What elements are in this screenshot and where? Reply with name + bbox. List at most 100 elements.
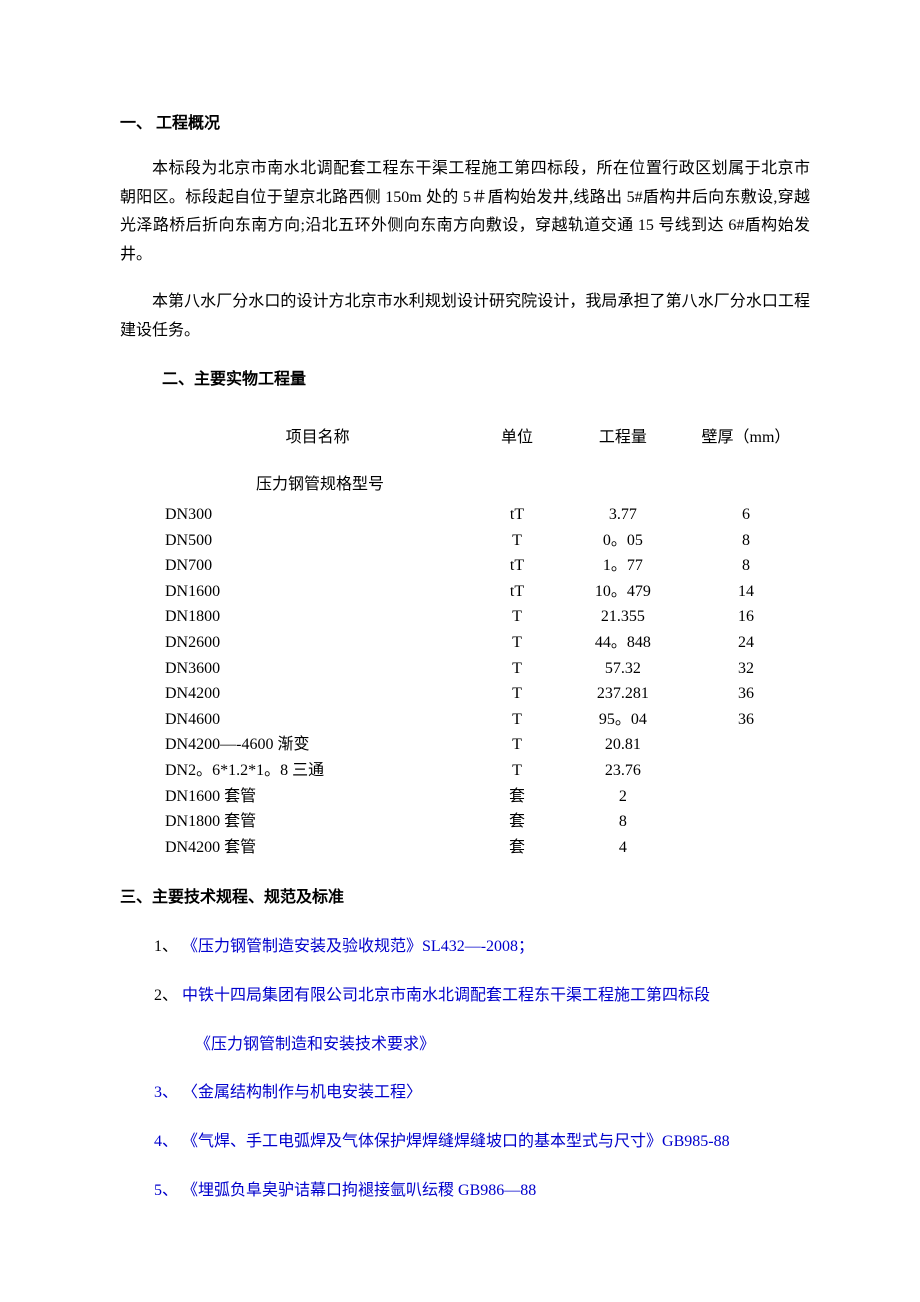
item-text: 《埋弧负阜㚖驴诘幕口拘褪接氩叭纭稷 GB986—88 bbox=[182, 1182, 536, 1199]
cell-wall: 16 bbox=[682, 604, 810, 630]
cell-unit: T bbox=[470, 604, 564, 630]
cell-name: DN4600 bbox=[165, 707, 470, 733]
standards-list: 1、 《压力钢管制造安装及验收规范》SL432—-2008； 2、 中铁十四局集团… bbox=[120, 933, 810, 1206]
table-row: DN500T0。058 bbox=[165, 528, 810, 554]
cell-name: DN300 bbox=[165, 502, 470, 528]
standards-item: 1、 《压力钢管制造安装及验收规范》SL432—-2008； bbox=[120, 933, 810, 962]
cell-name: DN2。6*1.2*1。8 三通 bbox=[165, 758, 470, 784]
col-header-qty: 工程量 bbox=[564, 424, 682, 453]
table-row: DN2600T44。84824 bbox=[165, 630, 810, 656]
cell-wall: 8 bbox=[682, 553, 810, 579]
cell-unit: T bbox=[470, 528, 564, 554]
table-header-row: 项目名称 单位 工程量 壁厚（mm） bbox=[165, 424, 810, 453]
item-title: 《压力钢管制造安装及验收规范》 bbox=[182, 938, 422, 955]
section-3-heading: 三、主要技术规程、规范及标准 bbox=[120, 884, 810, 913]
cell-qty: 23.76 bbox=[564, 758, 682, 784]
table-row: DN4200T237.28136 bbox=[165, 681, 810, 707]
item-number: 2、 bbox=[154, 987, 182, 1004]
col-header-name: 项目名称 bbox=[165, 424, 470, 453]
cell-unit: 套 bbox=[470, 784, 564, 810]
table-row: DN1600 套管套2 bbox=[165, 784, 810, 810]
standards-item-cont: 《压力钢管制造和安装技术要求》 bbox=[120, 1031, 810, 1060]
cell-unit: T bbox=[470, 707, 564, 733]
cell-wall: 14 bbox=[682, 579, 810, 605]
cell-name: DN4200—-4600 渐变 bbox=[165, 732, 470, 758]
cell-wall: 8 bbox=[682, 528, 810, 554]
cell-qty: 3.77 bbox=[564, 502, 682, 528]
cell-qty: 237.281 bbox=[564, 681, 682, 707]
cell-unit: T bbox=[470, 630, 564, 656]
cell-name: DN2600 bbox=[165, 630, 470, 656]
cell-name: DN700 bbox=[165, 553, 470, 579]
item-code: SL432—-2008； bbox=[422, 938, 534, 955]
cell-wall bbox=[682, 784, 810, 810]
table-row: DN3600T57.3232 bbox=[165, 656, 810, 682]
cell-name: DN1600 bbox=[165, 579, 470, 605]
table-row: DN4200—-4600 渐变T20.81 bbox=[165, 732, 810, 758]
cell-name: DN4200 套管 bbox=[165, 835, 470, 861]
item-number: 4、 bbox=[154, 1133, 182, 1150]
col-header-wall: 壁厚（mm） bbox=[682, 424, 810, 453]
item-text-line1: 中铁十四局集团有限公司北京市南水北调配套工程东干渠工程施工第四标段 bbox=[182, 987, 710, 1004]
standards-item: 4、 《气焊、手工电弧焊及气体保护焊焊缝焊缝坡口的基本型式与尺寸》GB985-8… bbox=[120, 1128, 810, 1157]
quantities-table: 项目名称 单位 工程量 壁厚（mm） 压力钢管规格型号 DN300tT3.776… bbox=[120, 424, 810, 860]
standards-item: 2、 中铁十四局集团有限公司北京市南水北调配套工程东干渠工程施工第四标段 bbox=[120, 982, 810, 1011]
cell-unit: T bbox=[470, 732, 564, 758]
item-number: 1、 bbox=[154, 938, 182, 955]
table-row: DN2。6*1.2*1。8 三通T23.76 bbox=[165, 758, 810, 784]
cell-wall: 36 bbox=[682, 681, 810, 707]
cell-qty: 21.355 bbox=[564, 604, 682, 630]
table-subheader: 压力钢管规格型号 bbox=[165, 471, 475, 500]
section-1-para-2: 本第八水厂分水口的设计方北京市水利规划设计研究院设计，我局承担了第八水厂分水口工… bbox=[120, 288, 810, 346]
section-1-para-1: 本标段为北京市南水北调配套工程东干渠工程施工第四标段，所在位置行政区划属于北京市… bbox=[120, 155, 810, 270]
cell-wall: 6 bbox=[682, 502, 810, 528]
cell-qty: 1。77 bbox=[564, 553, 682, 579]
table-body: DN300tT3.776DN500T0。058DN700tT1。778DN160… bbox=[165, 502, 810, 860]
cell-qty: 0。05 bbox=[564, 528, 682, 554]
col-header-unit: 单位 bbox=[470, 424, 564, 453]
table-row: DN4200 套管套4 bbox=[165, 835, 810, 861]
table-row: DN1800T21.35516 bbox=[165, 604, 810, 630]
cell-name: DN1800 bbox=[165, 604, 470, 630]
cell-qty: 2 bbox=[564, 784, 682, 810]
section-2-heading: 二、主要实物工程量 bbox=[120, 366, 810, 395]
cell-unit: T bbox=[470, 656, 564, 682]
cell-qty: 8 bbox=[564, 809, 682, 835]
cell-unit: 套 bbox=[470, 835, 564, 861]
item-text-line2: 《压力钢管制造和安装技术要求》 bbox=[195, 1036, 435, 1053]
cell-qty: 4 bbox=[564, 835, 682, 861]
section-1-heading: 一、 工程概况 bbox=[120, 110, 810, 139]
cell-wall: 32 bbox=[682, 656, 810, 682]
cell-qty: 57.32 bbox=[564, 656, 682, 682]
cell-unit: T bbox=[470, 758, 564, 784]
cell-unit: tT bbox=[470, 553, 564, 579]
table-row: DN700tT1。778 bbox=[165, 553, 810, 579]
item-number: 3、 bbox=[154, 1084, 182, 1101]
cell-unit: tT bbox=[470, 579, 564, 605]
cell-wall: 24 bbox=[682, 630, 810, 656]
cell-qty: 95。04 bbox=[564, 707, 682, 733]
table-row: DN1800 套管套8 bbox=[165, 809, 810, 835]
item-text: 〈金属结构制作与机电安装工程〉 bbox=[182, 1084, 422, 1101]
table-row: DN300tT3.776 bbox=[165, 502, 810, 528]
cell-name: DN4200 bbox=[165, 681, 470, 707]
cell-qty: 20.81 bbox=[564, 732, 682, 758]
cell-wall: 36 bbox=[682, 707, 810, 733]
cell-wall bbox=[682, 758, 810, 784]
cell-unit: T bbox=[470, 681, 564, 707]
table-row: DN4600T95。0436 bbox=[165, 707, 810, 733]
table-row: DN1600tT10。47914 bbox=[165, 579, 810, 605]
item-text: 《气焊、手工电弧焊及气体保护焊焊缝焊缝坡口的基本型式与尺寸》GB985-88 bbox=[182, 1133, 730, 1150]
cell-name: DN1800 套管 bbox=[165, 809, 470, 835]
standards-item: 3、 〈金属结构制作与机电安装工程〉 bbox=[120, 1079, 810, 1108]
cell-unit: 套 bbox=[470, 809, 564, 835]
cell-name: DN500 bbox=[165, 528, 470, 554]
item-number: 5、 bbox=[154, 1182, 182, 1199]
cell-qty: 44。848 bbox=[564, 630, 682, 656]
cell-name: DN3600 bbox=[165, 656, 470, 682]
cell-name: DN1600 套管 bbox=[165, 784, 470, 810]
cell-wall bbox=[682, 809, 810, 835]
cell-wall bbox=[682, 732, 810, 758]
cell-unit: tT bbox=[470, 502, 564, 528]
standards-item: 5、 《埋弧负阜㚖驴诘幕口拘褪接氩叭纭稷 GB986—88 bbox=[120, 1177, 810, 1206]
